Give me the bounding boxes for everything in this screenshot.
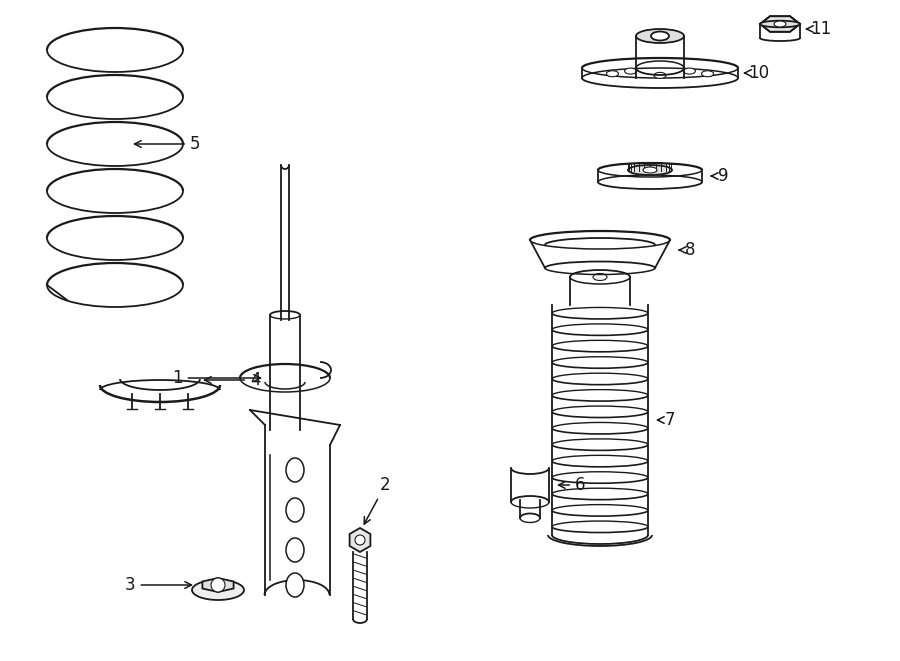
Ellipse shape <box>651 32 669 40</box>
Ellipse shape <box>625 68 636 74</box>
Ellipse shape <box>286 538 304 562</box>
Text: 7: 7 <box>658 411 676 429</box>
Ellipse shape <box>774 21 786 27</box>
Text: 6: 6 <box>559 476 586 494</box>
Ellipse shape <box>643 167 657 173</box>
Text: 11: 11 <box>806 20 832 38</box>
Ellipse shape <box>636 29 684 43</box>
Ellipse shape <box>286 498 304 522</box>
Polygon shape <box>349 528 371 552</box>
Text: 4: 4 <box>204 371 260 389</box>
Text: 2: 2 <box>364 476 391 524</box>
Ellipse shape <box>593 274 607 280</box>
Polygon shape <box>760 17 800 32</box>
Ellipse shape <box>683 68 696 74</box>
Circle shape <box>211 578 225 592</box>
Text: 3: 3 <box>125 576 192 594</box>
Ellipse shape <box>607 71 618 77</box>
Ellipse shape <box>286 458 304 482</box>
Text: 10: 10 <box>744 64 770 82</box>
Text: 8: 8 <box>679 241 696 259</box>
Text: 1: 1 <box>172 369 260 387</box>
Circle shape <box>355 535 365 545</box>
Text: 9: 9 <box>711 167 728 185</box>
Ellipse shape <box>702 71 714 77</box>
Text: 5: 5 <box>134 135 201 153</box>
Polygon shape <box>202 578 234 592</box>
Ellipse shape <box>760 20 800 27</box>
Ellipse shape <box>192 580 244 600</box>
Ellipse shape <box>286 573 304 597</box>
Ellipse shape <box>654 73 666 79</box>
Ellipse shape <box>628 165 672 175</box>
